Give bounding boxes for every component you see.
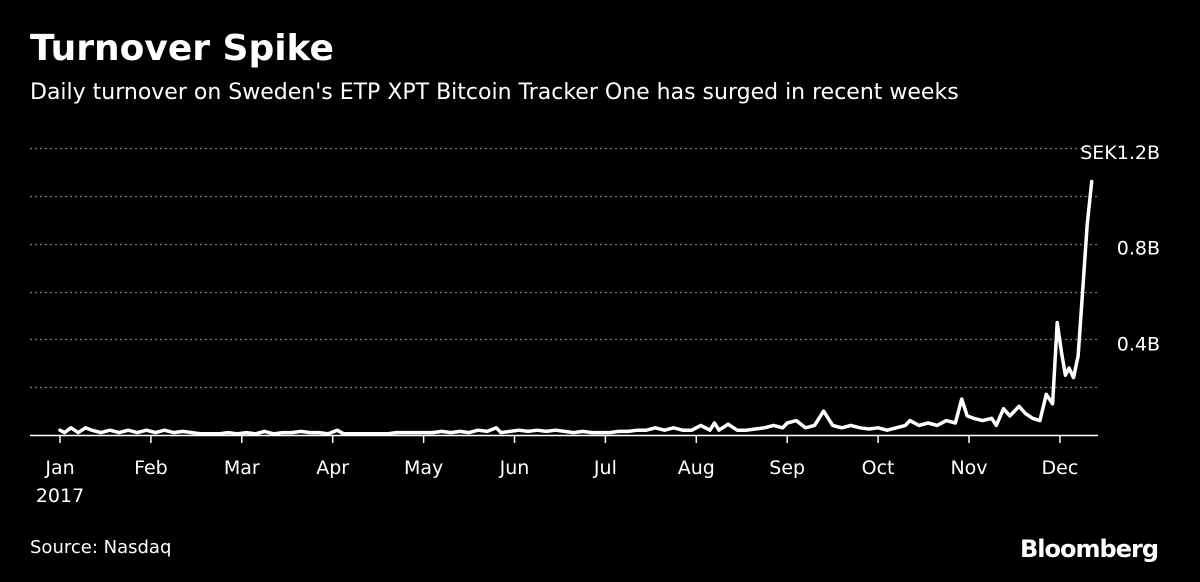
x-tick-label: Nov bbox=[950, 457, 987, 479]
x-tick-label: Dec bbox=[1042, 457, 1079, 479]
y-tick-label: 0.8B bbox=[1117, 238, 1160, 260]
x-tick-label: May bbox=[404, 457, 443, 479]
x-axis-tick-labels: Jan 2017 Feb Mar Apr May Jun Jul Aug Sep Oct Nov Dec bbox=[36, 457, 1078, 507]
x-tick-label: Jul bbox=[593, 457, 617, 479]
y-axis-tick-labels: SEK1.2B 0.8B 0.4B bbox=[1080, 142, 1160, 355]
x-tick-label: Apr bbox=[316, 457, 349, 479]
chart-title: Turnover Spike bbox=[30, 28, 334, 69]
x-axis-ticks bbox=[59, 435, 1061, 443]
y-tick-label: SEK1.2B bbox=[1080, 142, 1160, 164]
gridlines bbox=[30, 147, 1098, 389]
chart-canvas: SEK1.2B 0.8B 0.4B Jan 2017 Feb Mar Apr May Jun Ju… bbox=[30, 142, 1160, 507]
x-tick-label: Oct bbox=[862, 457, 895, 479]
chart-subtitle: Daily turnover on Sweden's ETP XPT Bitco… bbox=[30, 80, 959, 105]
x-tick-label: Mar bbox=[224, 457, 260, 479]
x-tick-label: Sep bbox=[769, 457, 805, 479]
x-tick-label: Feb bbox=[134, 457, 168, 479]
x-tick-label: Jan bbox=[44, 457, 74, 479]
y-tick-label: 0.4B bbox=[1117, 333, 1160, 355]
bloomberg-logo: Bloomberg bbox=[1020, 535, 1159, 563]
x-tick-label: Jun bbox=[499, 457, 530, 479]
series-line bbox=[58, 179, 1094, 436]
source-note: Source: Nasdaq bbox=[30, 537, 172, 558]
x-tick-sublabel: 2017 bbox=[36, 485, 84, 507]
x-tick-label: Aug bbox=[678, 457, 715, 479]
